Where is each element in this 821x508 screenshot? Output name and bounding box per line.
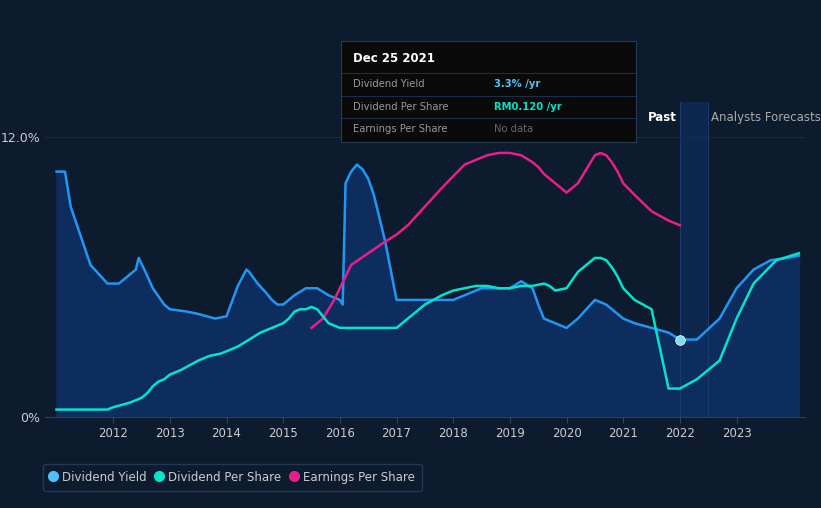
Text: No data: No data — [494, 124, 534, 134]
Text: Past: Past — [649, 111, 677, 124]
Text: Analysts Forecasts: Analysts Forecasts — [711, 111, 821, 124]
Text: 3.3% /yr: 3.3% /yr — [494, 79, 541, 89]
Legend: Dividend Yield, Dividend Per Share, Earnings Per Share: Dividend Yield, Dividend Per Share, Earn… — [44, 464, 421, 491]
Text: Earnings Per Share: Earnings Per Share — [352, 124, 447, 134]
Bar — [680, 102, 709, 417]
Text: Dividend Per Share: Dividend Per Share — [352, 102, 448, 112]
Text: Dec 25 2021: Dec 25 2021 — [352, 52, 434, 66]
Bar — [709, 102, 805, 417]
Text: RM0.120 /yr: RM0.120 /yr — [494, 102, 562, 112]
Text: Dividend Yield: Dividend Yield — [352, 79, 424, 89]
